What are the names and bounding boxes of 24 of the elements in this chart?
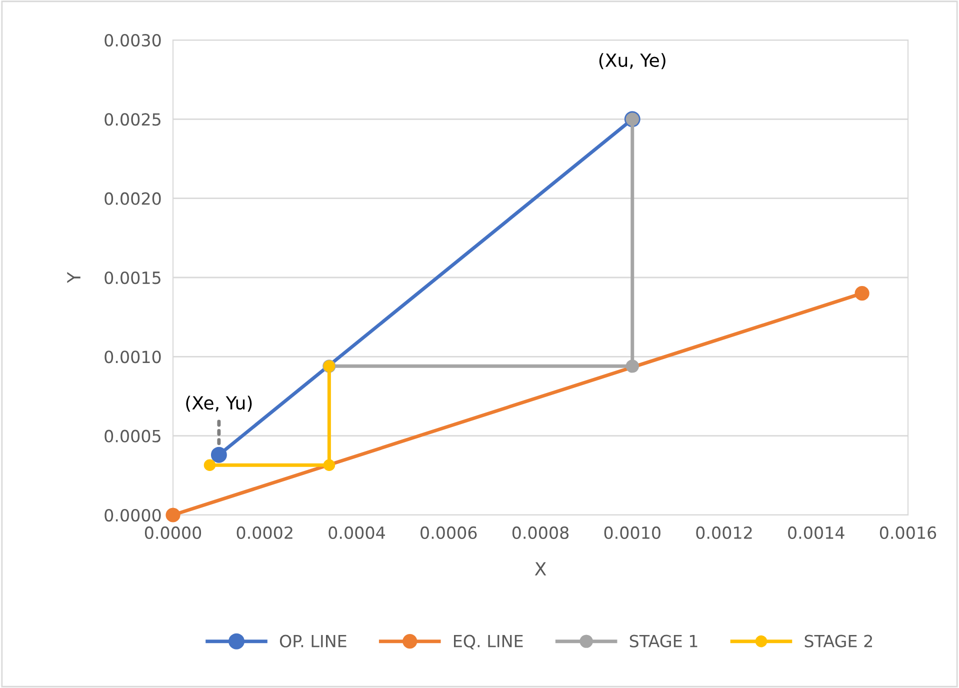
y-tick-label: 0.0025 (104, 113, 160, 126)
legend-label: OP. LINE (280, 634, 346, 648)
x-axis-title: X (534, 562, 546, 576)
x-tick-label: 0.0000 (144, 526, 202, 540)
y-tick-label: 0.0030 (104, 34, 161, 47)
x-tick-label: 0.0016 (880, 526, 936, 540)
legend-label: EQ. LINE (454, 634, 523, 650)
y-tick-label: 0.0020 (104, 192, 161, 205)
legend-label: STAGE 1 (630, 634, 698, 648)
y-tick-label: 0.0000 (104, 508, 161, 522)
x-tick-label: 0.0014 (788, 526, 844, 540)
x-tick-label: 0.0006 (420, 526, 477, 540)
x-tick-label: 0.0012 (696, 526, 752, 540)
annotation: (Xe, Yu) (186, 396, 252, 412)
y-tick-label: 0.0015 (104, 271, 160, 284)
x-tick-label: 0.0002 (236, 526, 292, 540)
y-tick-label: 0.0005 (104, 430, 160, 442)
x-tick-label: 0.0004 (328, 526, 385, 540)
annotation: (Xu, Ye) (599, 53, 666, 70)
x-tick-label: 0.0008 (512, 526, 569, 540)
legend-label: STAGE 2 (804, 634, 872, 648)
y-axis-title: Y (67, 272, 80, 284)
x-tick-label: 0.0010 (604, 526, 660, 540)
y-tick-label: 0.0010 (104, 350, 161, 364)
